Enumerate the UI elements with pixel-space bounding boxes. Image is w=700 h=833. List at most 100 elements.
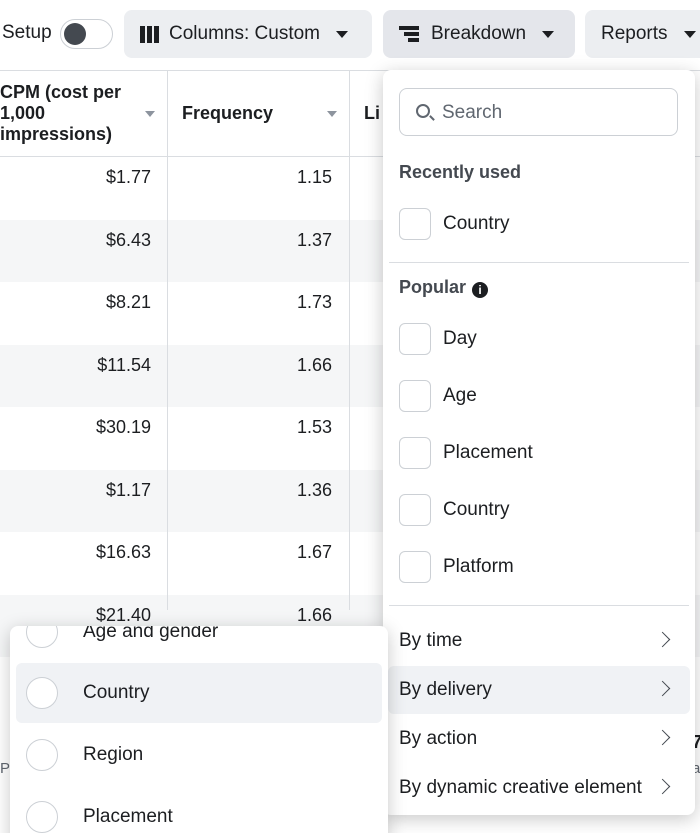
submenu-item-label: Country [83, 682, 150, 703]
column-divider [349, 70, 350, 610]
option-age[interactable]: Age [399, 376, 679, 416]
popular-title-text: Popular [399, 277, 467, 297]
option-label: Country [443, 213, 510, 234]
breakdown-search[interactable] [399, 88, 678, 136]
cell-frequency: 1.36 [296, 479, 332, 500]
category-label: By delivery [399, 679, 492, 700]
cell-cpm: $11.54 [97, 354, 151, 375]
row-fragment: 7 [692, 732, 700, 752]
option-day[interactable]: Day [399, 319, 679, 359]
breakdown-button-label: Breakdown [431, 23, 527, 44]
breakdown-icon [399, 25, 419, 43]
checkbox[interactable] [399, 323, 431, 355]
radio-button[interactable] [26, 626, 58, 648]
reports-button[interactable]: Reports [585, 10, 700, 58]
category-label: By dynamic creative element [399, 777, 642, 798]
table-row[interactable]: $16.63 1.67 [0, 532, 700, 595]
divider [389, 262, 689, 263]
category-label: By time [399, 630, 463, 651]
category-label: By action [399, 728, 478, 749]
checkbox[interactable] [399, 208, 431, 240]
reports-button-label: Reports [601, 23, 668, 44]
column-header-label: CPM (cost per 1,000 impressions) [0, 82, 122, 144]
column-divider [167, 70, 168, 610]
row-fragment: P [0, 760, 11, 777]
checkbox[interactable] [399, 494, 431, 526]
recently-used-title: Recently used [399, 162, 522, 182]
toggle-knob [64, 23, 86, 45]
table-row[interactable]: $30.19 1.53 [0, 407, 700, 470]
sort-icon[interactable] [327, 111, 337, 117]
cell-frequency: 1.67 [296, 542, 332, 562]
setup-label: Setup [2, 22, 52, 43]
search-icon [416, 104, 430, 118]
info-icon[interactable]: i [472, 282, 489, 298]
table-row[interactable]: $1.77 1.15 [0, 157, 700, 220]
columns-button-label: Columns: Custom [169, 23, 320, 44]
option-label: Day [443, 328, 477, 349]
option-label: Placement [443, 442, 533, 463]
submenu-item-age-and-gender[interactable]: Age and gender [16, 626, 382, 662]
submenu-item-label: Region [83, 744, 144, 765]
popular-title: Popular i [399, 277, 489, 298]
chevron-right-icon [654, 631, 671, 648]
cell-cpm: $6.43 [105, 229, 151, 250]
setup-toggle[interactable] [60, 19, 113, 49]
cell-cpm: $1.17 [105, 479, 151, 500]
submenu-item-region[interactable]: Region [16, 725, 382, 785]
cell-frequency: 1.66 [296, 604, 332, 625]
checkbox[interactable] [399, 380, 431, 412]
radio-button[interactable] [26, 801, 58, 833]
breakdown-dropdown: Recently used Country Popular i Day Age P… [383, 70, 695, 815]
category-by-action[interactable]: By action [388, 715, 690, 763]
column-header-cpm[interactable]: CPM (cost per 1,000 impressions) [0, 71, 167, 157]
submenu-item-label: Age and gender [83, 626, 219, 642]
radio-button[interactable] [26, 739, 58, 771]
cell-cpm: $16.63 [95, 542, 151, 562]
column-header-label: Li [364, 103, 380, 123]
divider [389, 605, 689, 606]
chevron-right-icon [654, 729, 671, 746]
cell-frequency: 1.15 [296, 167, 332, 187]
chevron-right-icon [654, 680, 671, 697]
option-country-recent[interactable]: Country [399, 204, 679, 244]
cell-cpm: $1.77 [105, 167, 151, 187]
column-header-frequency[interactable]: Frequency [167, 71, 349, 157]
columns-button[interactable]: Columns: Custom [124, 10, 372, 58]
cell-cpm: $30.19 [95, 417, 151, 437]
submenu-item-placement[interactable]: Placement [16, 787, 382, 833]
chevron-right-icon [654, 778, 671, 795]
radio-button[interactable] [26, 677, 58, 709]
category-by-dynamic-creative-element[interactable]: By dynamic creative element [388, 764, 690, 812]
option-placement[interactable]: Placement [399, 433, 679, 473]
submenu-item-country[interactable]: Country [16, 663, 382, 723]
column-header-label: Frequency [182, 103, 274, 123]
toolbar: Setup Columns: Custom Breakdown Reports [0, 0, 700, 70]
cell-frequency: 1.66 [296, 354, 332, 375]
cell-frequency: 1.73 [296, 292, 332, 312]
category-by-time[interactable]: By time [388, 617, 690, 665]
option-country[interactable]: Country [399, 490, 679, 530]
checkbox[interactable] [399, 551, 431, 583]
category-by-delivery[interactable]: By delivery [388, 666, 690, 714]
option-platform[interactable]: Platform [399, 547, 679, 587]
caret-down-icon [542, 30, 555, 38]
caret-down-icon [683, 30, 696, 38]
caret-down-icon [336, 30, 348, 38]
option-label: Age [443, 385, 477, 406]
option-label: Country [443, 499, 510, 520]
delivery-submenu: Age and gender Country Region Placement [10, 626, 388, 833]
cell-frequency: 1.53 [296, 417, 332, 437]
cell-frequency: 1.37 [296, 229, 332, 250]
search-input[interactable] [442, 99, 662, 127]
breakdown-button[interactable]: Breakdown [383, 10, 575, 58]
row-fragment: a [692, 760, 700, 777]
cell-cpm: $8.21 [105, 292, 151, 312]
cell-cpm: $21.40 [95, 604, 151, 625]
submenu-item-label: Placement [83, 806, 173, 827]
table-row[interactable]: $8.21 1.73 [0, 282, 700, 345]
checkbox[interactable] [399, 437, 431, 469]
option-label: Platform [443, 556, 514, 577]
sort-icon[interactable] [145, 111, 155, 117]
columns-icon [140, 25, 159, 43]
